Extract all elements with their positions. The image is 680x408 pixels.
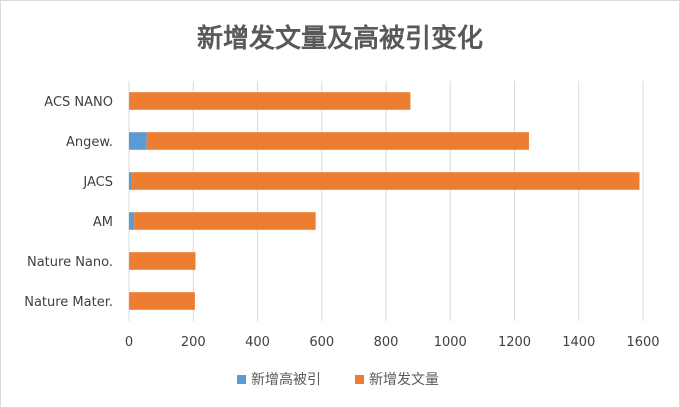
- x-tick-labels: 0 200 400 600 800 1000 1200 1400 1600: [125, 335, 660, 350]
- bar-segment-publications: [131, 172, 640, 190]
- bar-segment-publications: [129, 292, 195, 310]
- bar-segment-publications: [129, 92, 411, 110]
- legend-swatch: [237, 375, 246, 384]
- bar-segment-highly-cited: [129, 132, 147, 150]
- bar-segment-highly-cited: [129, 252, 130, 270]
- x-tick-label: 800: [374, 335, 399, 350]
- x-tick-label: 600: [309, 335, 334, 350]
- category-label: ACS NANO: [44, 95, 113, 110]
- x-tick-label: 1400: [562, 335, 595, 350]
- gridlines: [128, 81, 644, 321]
- chart-title: 新增发文量及高被引变化: [197, 23, 483, 54]
- category-label: Nature Mater.: [24, 295, 113, 310]
- legend-label: 新增发文量: [369, 372, 439, 388]
- category-label: AM: [93, 215, 113, 230]
- x-tick-label: 0: [125, 335, 133, 350]
- bars: [129, 92, 640, 310]
- x-tick-label: 400: [245, 335, 270, 350]
- legend-swatch: [355, 375, 364, 384]
- category-label: Angew.: [66, 135, 113, 150]
- bar-segment-highly-cited: [129, 172, 132, 190]
- category-label: JACS: [82, 175, 113, 190]
- category-label: Nature Nano.: [27, 255, 113, 270]
- bar-segment-publications: [129, 252, 196, 270]
- x-tick-label: 1200: [498, 335, 531, 350]
- bar-segment-publications: [146, 132, 529, 150]
- bar-segment-highly-cited: [129, 212, 135, 230]
- bar-segment-publications: [134, 212, 316, 230]
- x-tick-label: 1000: [434, 335, 467, 350]
- legend-label: 新增高被引: [251, 371, 321, 388]
- legend: 新增高被引 新增发文量: [237, 371, 439, 388]
- bar-segment-highly-cited: [129, 292, 130, 310]
- category-labels: ACS NANO Angew. JACS AM Nature Nano. Nature M…: [24, 95, 113, 310]
- x-tick-label: 200: [181, 335, 206, 350]
- x-tick-label: 1600: [626, 335, 659, 350]
